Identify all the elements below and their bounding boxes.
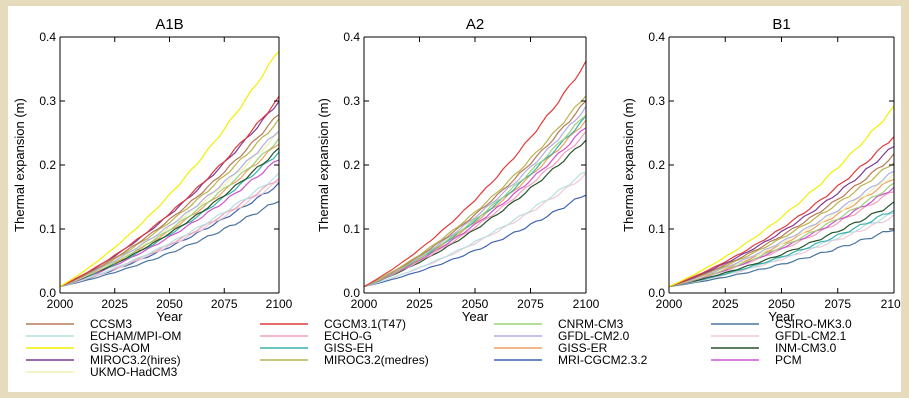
series-line-b1-giss-aom (668, 105, 895, 288)
y-tick-label: 0.2 (39, 158, 56, 172)
x-axis-label: Year (462, 309, 489, 324)
y-tick-label: 0.4 (39, 30, 56, 44)
series-line-a1b-cgcm3-1-t47- (59, 95, 280, 288)
legend-label-miroc3-2-hires-: MIROC3.2(hires) (90, 353, 181, 367)
y-axis-label: Thermal expansion (m) (12, 98, 27, 232)
y-axis-label: Thermal expansion (m) (316, 98, 331, 232)
legend-label-echam-mpi-om: ECHAM/MPI-OM (90, 329, 181, 343)
legend-label-ukmo-hadcm3: UKMO-HadCM3 (90, 365, 178, 379)
x-tick-label: 2025 (712, 297, 739, 311)
series-line-b1-miroc3-2-hires- (668, 146, 895, 288)
panel-title-a1b: A1B (155, 16, 183, 33)
panel-title-a2: A2 (466, 16, 484, 33)
series-line-a2-inm-cm3-0 (363, 139, 587, 288)
x-tick-label: 2000 (47, 297, 74, 311)
legend-label-gfdl-cm2-1: GFDL-CM2.1 (775, 329, 847, 343)
legend-label-csiro-mk3-0: CSIRO-MK3.0 (775, 317, 852, 331)
y-tick-label: 0.3 (343, 94, 360, 108)
x-tick-label: 2075 (517, 297, 544, 311)
figure: A1B 0.0 0.1 0.2 0.3 0.4 2000 2025 2050 2075 2100 Ye… (8, 6, 908, 392)
x-tick-label: 2100 (881, 297, 901, 311)
legend-label-gfdl-cm2-0: GFDL-CM2.0 (558, 329, 630, 343)
legend-label-ccsm3: CCSM3 (90, 317, 132, 331)
x-tick-label: 2000 (351, 297, 378, 311)
series-line-a2-cnrm-cm3 (363, 114, 587, 288)
series-line-a2-pcm (363, 127, 587, 288)
legend-label-echo-g: ECHO-G (324, 329, 372, 343)
legend-label-cnrm-cm3: CNRM-CM3 (558, 317, 624, 331)
y-tick-label: 0.4 (648, 30, 665, 44)
x-tick-label: 2050 (768, 297, 795, 311)
series-line-b1-gfdl-cm2-0 (668, 170, 895, 288)
series-line-a1b-gfdl-cm2-0 (59, 130, 280, 288)
legend-label-mri-cgcm2-3-2: MRI-CGCM2.3.2 (558, 353, 648, 367)
x-tick-label: 2000 (656, 297, 683, 311)
y-tick-label: 0.4 (343, 30, 360, 44)
legend-label-giss-aom: GISS-AOM (90, 341, 150, 355)
y-tick-label: 0.1 (39, 222, 56, 236)
legend-label-giss-er: GISS-ER (558, 341, 608, 355)
series-line-a2-ccsm3 (363, 100, 587, 288)
legend-label-cgcm3-1-t47-: CGCM3.1(T47) (324, 317, 406, 331)
series-line-b1-cnrm-cm3 (668, 182, 895, 288)
thermal-expansion-charts: A1B 0.0 0.1 0.2 0.3 0.4 2000 2025 2050 2075 2100 Ye… (12, 16, 908, 379)
x-tick-label: 2025 (101, 297, 128, 311)
y-tick-label: 0.3 (648, 94, 665, 108)
series-line-b1-inm-cm3-0 (668, 201, 895, 288)
y-axis-label: Thermal expansion (m) (621, 98, 636, 232)
series-line-a2-cgcm3-1-t47- (363, 60, 587, 288)
legend-label-giss-eh: GISS-EH (324, 341, 373, 355)
x-tick-label: 2075 (824, 297, 851, 311)
series-line-b1-miroc3-2-medres- (668, 162, 895, 288)
y-tick-label: 0.0 (39, 286, 56, 300)
x-tick-label: 2075 (211, 297, 238, 311)
series-line-a1b-ccsm3 (59, 114, 280, 288)
y-tick-label: 0.2 (343, 158, 360, 172)
series-line-a1b-giss-aom (59, 50, 280, 288)
x-tick-label: 2050 (462, 297, 489, 311)
x-tick-label: 2050 (156, 297, 183, 311)
x-tick-label: 2025 (406, 297, 433, 311)
x-axis-label: Year (156, 309, 183, 324)
y-tick-label: 0.3 (39, 94, 56, 108)
series-line-a1b-miroc3-2-medres- (59, 118, 280, 288)
x-axis-label: Year (768, 309, 795, 324)
y-tick-label: 0.1 (648, 222, 665, 236)
series-line-a2-miroc3-2-medres- (363, 95, 587, 288)
legend-label-inm-cm3-0: INM-CM3.0 (775, 341, 837, 355)
legend-label-pcm: PCM (775, 353, 802, 367)
x-tick-label: 2100 (573, 297, 600, 311)
series-line-a1b-pcm (59, 159, 280, 288)
series-line-b1-csiro-mk3-0 (668, 229, 895, 288)
x-tick-label: 2100 (266, 297, 293, 311)
series-line-a1b-echam-mpi-om (59, 172, 280, 288)
y-tick-label: 0.1 (343, 222, 360, 236)
series-line-b1-ccsm3 (668, 153, 895, 288)
series-line-a1b-csiro-mk3-0 (59, 201, 280, 288)
y-tick-label: 0.0 (343, 286, 360, 300)
legend-label-miroc3-2-medres-: MIROC3.2(medres) (324, 353, 429, 367)
y-tick-label: 0.2 (648, 158, 665, 172)
y-tick-label: 0.0 (648, 286, 665, 300)
series-line-a2-echam-mpi-om (363, 171, 587, 288)
panel-title-b1: B1 (772, 16, 790, 33)
series-line-b1-cgcm3-1-t47- (668, 136, 895, 288)
series-line-a2-mri-cgcm2-3-2 (363, 194, 587, 288)
series-line-b1-giss-eh (668, 210, 895, 288)
